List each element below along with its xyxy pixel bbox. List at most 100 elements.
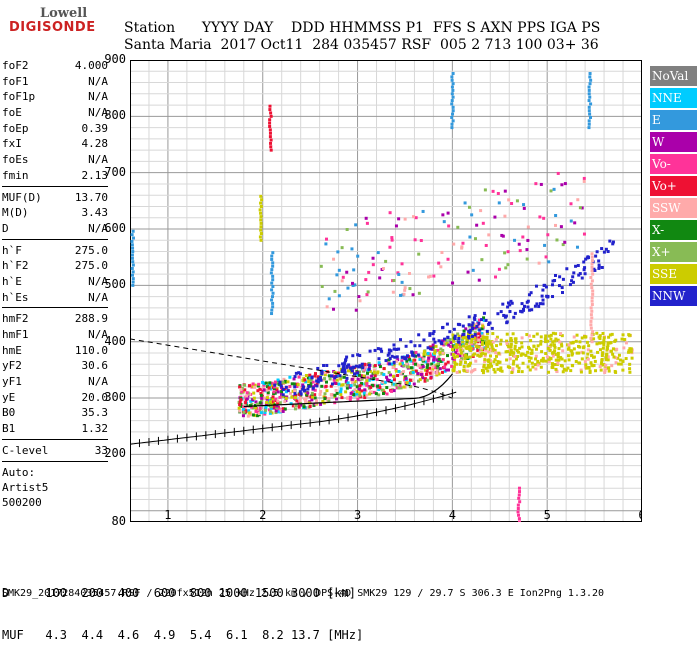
param-name: yF1 [2, 375, 22, 389]
echo-point [472, 323, 476, 327]
echo-point [413, 362, 417, 366]
lowell-logo-text: Lowell [40, 6, 88, 21]
echo-point [349, 391, 353, 395]
echo-point [453, 334, 457, 338]
echo-point [574, 264, 578, 268]
echo-point [398, 362, 402, 366]
echo-point [445, 322, 449, 326]
echo-point [619, 362, 623, 366]
echo-point [453, 362, 457, 366]
echo-point [445, 368, 449, 372]
echo-point [590, 255, 594, 259]
echo-point [276, 399, 280, 403]
echo-point [570, 353, 574, 357]
echo-point [590, 340, 594, 344]
echo-point [499, 366, 503, 370]
echo-point [561, 370, 565, 374]
echo-point [270, 308, 274, 312]
echo-point [448, 338, 452, 342]
echo-point [341, 362, 345, 366]
echo-point [570, 279, 574, 283]
echo-point [620, 337, 624, 341]
echo-point [392, 360, 396, 364]
legend-item-e: E [650, 110, 697, 130]
echo-point [354, 223, 358, 227]
echo-point [519, 309, 523, 313]
echo-point [457, 334, 461, 338]
param-row: foF1p N/A [2, 89, 108, 105]
echo-point [477, 345, 481, 349]
echo-point [256, 402, 260, 406]
echo-point [336, 371, 340, 375]
echo-point [333, 381, 337, 385]
echo-point [395, 355, 399, 359]
echo-point [473, 317, 477, 321]
echo-point [468, 235, 472, 239]
echo-point [396, 271, 400, 275]
echo-point [270, 288, 274, 292]
param-value: 3.43 [81, 206, 109, 220]
echo-point [432, 274, 436, 278]
echo-point [248, 413, 252, 417]
echo-point [551, 340, 555, 344]
echo-point [310, 398, 314, 402]
echo-point [411, 370, 415, 374]
echo-point [454, 345, 458, 349]
echo-point [245, 397, 249, 401]
echo-point [467, 334, 471, 338]
echo-point [395, 386, 399, 390]
echo-point [590, 265, 594, 269]
echo-point [549, 337, 553, 341]
echo-point [590, 269, 594, 273]
echo-point [462, 334, 466, 338]
echo-point [583, 334, 587, 338]
echo-point [358, 299, 362, 303]
echo-point [344, 379, 348, 383]
echo-point [516, 503, 520, 507]
echo-point [459, 360, 463, 364]
echo-point [283, 379, 287, 383]
echo-point [450, 115, 454, 119]
echo-point [505, 358, 509, 362]
x-tick-label: 4 [449, 508, 456, 522]
echo-point [595, 250, 599, 254]
y-tick-label: 300 [104, 390, 126, 405]
echo-point [477, 336, 481, 340]
echo-point [535, 332, 539, 336]
echo-point [341, 368, 345, 372]
echo-point [574, 360, 578, 364]
echo-point [556, 354, 560, 358]
echo-point [327, 396, 331, 400]
echo-point [587, 109, 591, 113]
echo-point [442, 220, 446, 224]
echo-point [585, 256, 589, 260]
echo-point [304, 391, 308, 395]
echo-point [485, 329, 489, 333]
echo-point [349, 366, 353, 370]
echo-point [387, 378, 391, 382]
echo-point [494, 354, 498, 358]
echo-point [610, 364, 614, 368]
echo-point [582, 268, 586, 272]
echo-point [365, 293, 369, 297]
echo-point [409, 359, 413, 363]
y-tick-label: 500 [104, 277, 126, 292]
param-value: 30.6 [81, 359, 109, 373]
echo-point [380, 388, 384, 392]
echo-point [381, 380, 385, 384]
echo-point [431, 364, 435, 368]
echo-point [385, 375, 389, 379]
echo-point [341, 383, 345, 387]
echo-point [270, 268, 274, 272]
echo-point [352, 393, 356, 397]
echo-point [340, 246, 344, 250]
echo-point [589, 336, 593, 340]
echo-point [308, 376, 312, 380]
echo-point [465, 340, 469, 344]
echo-point [446, 211, 450, 215]
param-value: 110.0 [74, 343, 108, 357]
param-value: N/A [88, 375, 108, 389]
echo-point [450, 85, 454, 89]
echo-point [432, 356, 436, 360]
echo-point [333, 370, 337, 374]
